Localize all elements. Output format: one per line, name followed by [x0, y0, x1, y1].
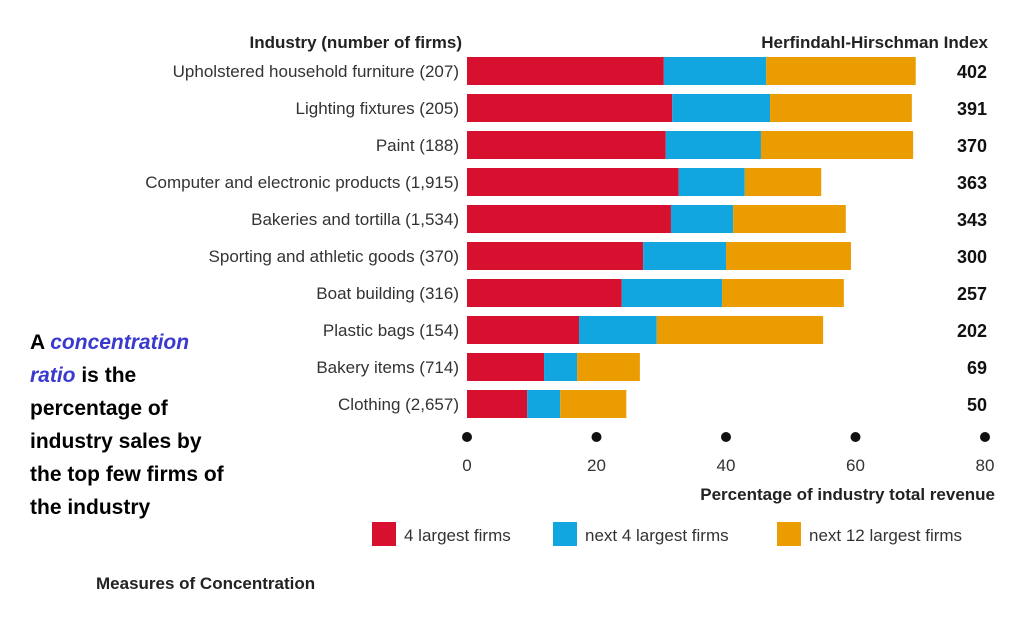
legend-label: next 4 largest firms: [585, 526, 729, 545]
category-label: Boat building (316): [316, 284, 459, 303]
tick-dot: [980, 432, 990, 442]
hhi-value: 402: [957, 62, 987, 82]
bar-segment: [722, 279, 844, 307]
bar-segment: [670, 205, 734, 233]
bar-segment: [643, 242, 726, 270]
tick-dot: [591, 432, 602, 442]
bar-segment: [678, 168, 745, 196]
bar-segment: [467, 168, 679, 196]
right-header: Herfindahl-Hirschman Index: [761, 33, 988, 52]
bar-segment: [467, 205, 671, 233]
bar-segment: [663, 57, 767, 85]
bar-segment: [770, 94, 912, 122]
bar-segment: [467, 57, 664, 85]
bar-segment: [760, 131, 914, 159]
hhi-value: 50: [967, 395, 987, 415]
concentration-ratio-note: A concentration ratio is the percentage …: [30, 326, 230, 524]
hhi-value: 69: [967, 358, 987, 378]
category-label: Bakeries and tortilla (1,534): [251, 210, 459, 229]
bar-segment: [544, 353, 578, 381]
bar-segment: [467, 94, 673, 122]
bar-segment: [467, 242, 644, 270]
category-label: Paint (188): [376, 136, 459, 155]
legend-label: next 12 largest firms: [809, 526, 962, 545]
bar-segment: [656, 316, 824, 344]
bar-segment: [527, 390, 561, 418]
bar-segment: [467, 390, 528, 418]
x-tick-label: 40: [717, 456, 736, 475]
hhi-value: 202: [957, 321, 987, 341]
tick-dot: [462, 432, 472, 442]
category-label: Clothing (2,657): [338, 395, 459, 414]
x-axis-label: Percentage of industry total revenue: [700, 485, 995, 504]
category-label: Upholstered household furniture (207): [173, 62, 459, 81]
bar-segment: [560, 390, 627, 418]
x-tick-label: 20: [587, 456, 606, 475]
bar-segment: [665, 131, 761, 159]
note-term: concentration ratio: [30, 331, 190, 387]
hhi-value: 363: [957, 173, 987, 193]
x-tick-label: 60: [846, 456, 865, 475]
category-label: Computer and electronic products (1,915): [145, 173, 459, 192]
bar-segment: [621, 279, 723, 307]
hhi-value: 343: [957, 210, 987, 230]
legend-swatch: [372, 522, 396, 546]
bar-segment: [467, 316, 580, 344]
bar-segment: [467, 131, 666, 159]
tick-dot: [850, 432, 861, 442]
bar-segment: [577, 353, 640, 381]
bar-segment: [733, 205, 846, 233]
x-tick-label: 80: [976, 456, 995, 475]
bar-segment: [672, 94, 771, 122]
tick-dot: [721, 432, 731, 442]
left-header: Industry (number of firms): [249, 33, 462, 52]
hhi-value: 391: [957, 99, 987, 119]
bar-segment: [744, 168, 822, 196]
category-label: Bakery items (714): [316, 358, 459, 377]
category-label: Lighting fixtures (205): [296, 99, 459, 118]
bar-segment: [766, 57, 916, 85]
category-label: Sporting and athletic goods (370): [209, 247, 459, 266]
legend-label: 4 largest firms: [404, 526, 511, 545]
bar-segment: [726, 242, 851, 270]
note-text: is the percentage of industry sales by t…: [30, 364, 224, 519]
chart-title: Measures of Concentration: [96, 574, 316, 593]
hhi-value: 370: [957, 136, 987, 156]
hhi-value: 257: [957, 284, 987, 304]
legend-swatch: [553, 522, 577, 546]
category-label: Plastic bags (154): [323, 321, 459, 340]
bar-segment: [579, 316, 657, 344]
note-prefix: A: [30, 331, 51, 354]
hhi-value: 300: [957, 247, 987, 267]
bar-segment: [467, 353, 545, 381]
x-tick-label: 0: [462, 456, 471, 475]
legend-swatch: [777, 522, 801, 546]
bar-segment: [467, 279, 622, 307]
